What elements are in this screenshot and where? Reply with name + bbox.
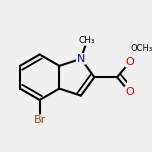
Text: Br: Br: [34, 115, 46, 125]
Text: O: O: [126, 57, 135, 67]
Text: N: N: [77, 54, 85, 64]
Text: CH₃: CH₃: [79, 36, 95, 45]
Text: O: O: [125, 87, 134, 97]
Text: OCH₃: OCH₃: [130, 44, 152, 53]
